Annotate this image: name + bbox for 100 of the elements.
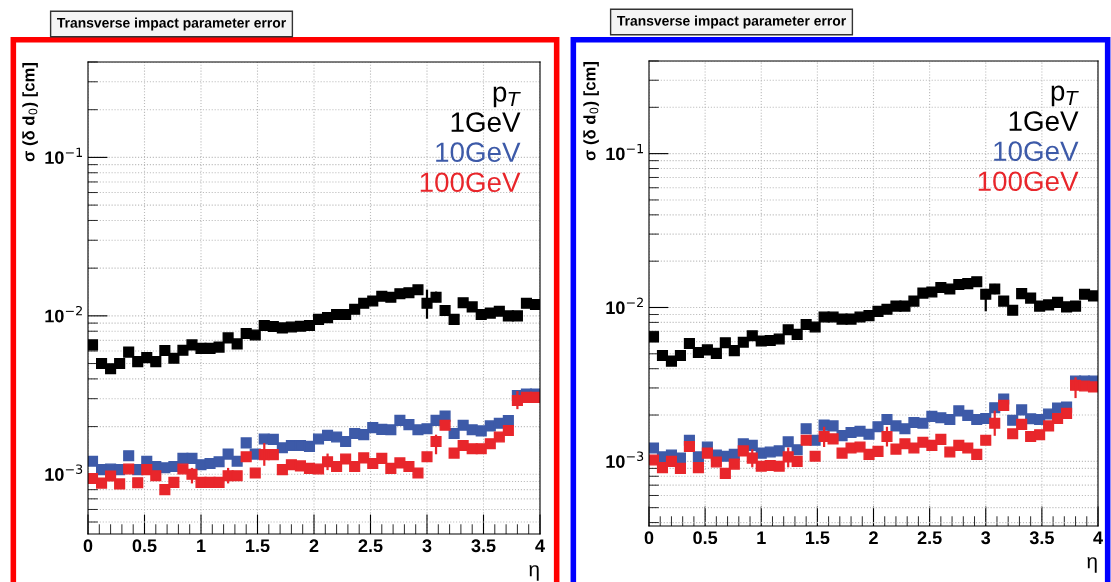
x-tick-label: 2.5 bbox=[358, 539, 383, 553]
x-tick-label: 2.5 bbox=[917, 531, 942, 545]
point bbox=[249, 329, 261, 341]
point bbox=[1087, 381, 1098, 393]
point bbox=[944, 413, 956, 426]
point bbox=[177, 463, 189, 475]
point bbox=[692, 462, 704, 474]
point bbox=[312, 433, 325, 445]
point bbox=[349, 303, 361, 315]
point bbox=[421, 423, 433, 435]
text: 10GeV bbox=[436, 142, 521, 163]
point bbox=[980, 434, 992, 446]
point bbox=[204, 342, 216, 354]
y-tick-label: 10$^{−3}$ bbox=[45, 464, 83, 481]
y-axis-title: σ (δ d$_{0}$) [cm] bbox=[22, 63, 38, 162]
point bbox=[899, 423, 911, 435]
point bbox=[710, 347, 722, 359]
point bbox=[267, 449, 279, 461]
legend-title: p$_{T}$ bbox=[493, 86, 521, 108]
point bbox=[649, 454, 660, 466]
point bbox=[1016, 404, 1028, 416]
point bbox=[123, 346, 135, 358]
point bbox=[890, 443, 902, 455]
point bbox=[303, 440, 316, 452]
point bbox=[249, 467, 261, 479]
point bbox=[1061, 407, 1073, 419]
point bbox=[303, 319, 316, 331]
x-axis-title: η bbox=[1087, 557, 1097, 573]
point bbox=[683, 337, 695, 350]
point bbox=[674, 350, 686, 362]
y-axis-title: σ (δ d$_{0}$) [cm] bbox=[583, 62, 599, 161]
point bbox=[186, 452, 198, 464]
x-tick-label: 0.5 bbox=[132, 539, 157, 553]
y-tick-label: 10$^{−2}$ bbox=[45, 305, 82, 323]
point bbox=[168, 352, 180, 364]
point bbox=[908, 442, 920, 454]
point bbox=[1078, 380, 1091, 392]
y-tick-label: 10$^{−1}$ bbox=[45, 147, 83, 164]
point bbox=[935, 433, 947, 445]
point bbox=[123, 463, 135, 475]
point bbox=[962, 442, 974, 454]
point bbox=[1007, 304, 1019, 316]
point bbox=[231, 338, 243, 350]
point bbox=[502, 424, 514, 437]
point bbox=[430, 435, 442, 448]
point bbox=[177, 344, 189, 356]
x-tick-label: 3 bbox=[422, 539, 432, 553]
point bbox=[656, 462, 669, 474]
point bbox=[998, 295, 1010, 307]
point bbox=[728, 458, 740, 470]
point bbox=[1043, 420, 1055, 432]
point bbox=[349, 460, 361, 473]
point bbox=[213, 476, 225, 488]
y-tick-label: 10$^{−1}$ bbox=[606, 143, 644, 161]
point bbox=[358, 452, 370, 464]
point bbox=[123, 450, 135, 462]
point bbox=[665, 355, 678, 367]
point bbox=[809, 321, 821, 333]
text: 1GeV bbox=[451, 112, 521, 132]
y-tick-label: 10$^{−2}$ bbox=[606, 297, 643, 315]
point bbox=[665, 455, 678, 467]
point bbox=[376, 452, 388, 464]
x-tick-label: 1 bbox=[197, 539, 206, 552]
point bbox=[719, 467, 731, 479]
point bbox=[421, 451, 433, 463]
point bbox=[827, 433, 839, 445]
point bbox=[649, 331, 660, 343]
point bbox=[340, 435, 352, 448]
point bbox=[502, 415, 514, 427]
point bbox=[105, 470, 117, 482]
legend-title: p$_{T}$ bbox=[1051, 85, 1079, 107]
point bbox=[971, 276, 983, 288]
point bbox=[926, 439, 938, 451]
point bbox=[159, 484, 171, 496]
chart-title: Transverse impact parameter error bbox=[617, 15, 846, 29]
point bbox=[231, 470, 243, 482]
point bbox=[971, 448, 983, 460]
point bbox=[331, 431, 343, 443]
point bbox=[430, 291, 442, 303]
point bbox=[150, 356, 162, 368]
point bbox=[782, 436, 794, 448]
point bbox=[213, 341, 225, 353]
point bbox=[944, 446, 956, 458]
point bbox=[367, 295, 379, 307]
point bbox=[800, 423, 812, 435]
point bbox=[701, 447, 713, 459]
x-tick-label: 3.5 bbox=[1029, 531, 1054, 545]
point bbox=[773, 333, 785, 345]
x-tick-label: 3 bbox=[981, 531, 991, 545]
point bbox=[1025, 292, 1037, 304]
point bbox=[908, 295, 920, 307]
text: 100GeV bbox=[978, 171, 1079, 192]
point bbox=[791, 328, 803, 340]
point bbox=[385, 424, 397, 436]
point bbox=[872, 445, 884, 457]
point bbox=[863, 428, 875, 440]
text: 1GeV bbox=[1009, 111, 1079, 131]
point bbox=[412, 467, 424, 479]
point bbox=[1069, 300, 1082, 312]
x-tick-label: 4 bbox=[535, 539, 545, 552]
